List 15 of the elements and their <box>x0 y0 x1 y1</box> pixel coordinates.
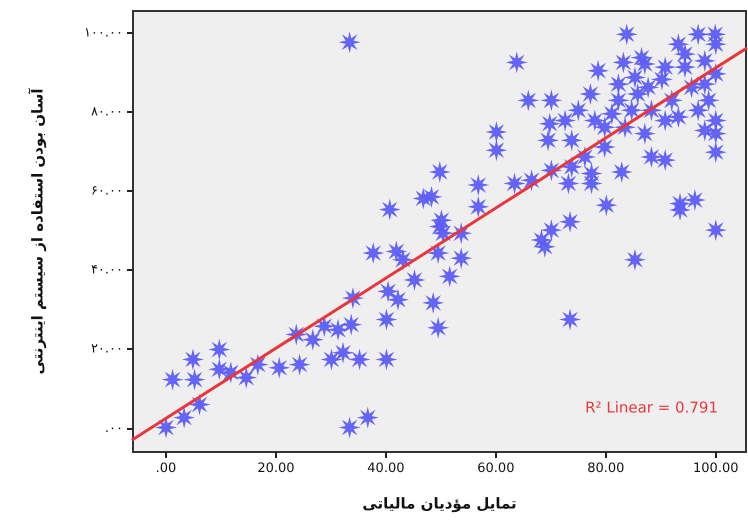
x-tick-label: 60.00 <box>477 461 514 476</box>
x-tick-label: 100.00 <box>693 461 739 476</box>
y-axis-title: آسان بودن استفاده از سیستم اینترنتی <box>28 88 46 375</box>
x-tick-label: 40.00 <box>367 461 405 476</box>
x-tick-label: 80.00 <box>587 461 624 476</box>
x-axis-title: تمایل مؤدیان مالیاتی <box>362 494 517 512</box>
y-tick-label: ۸۰.۰۰ <box>90 104 123 120</box>
y-tick-label: .۰۰ <box>104 420 123 436</box>
y-tick-label: ۶۰.۰۰ <box>90 183 123 198</box>
annotation: R² Linear = 0.791 <box>585 398 718 416</box>
x-tick-label: 20.00 <box>257 461 295 476</box>
y-tick-label: ۲۰.۰۰ <box>90 342 123 357</box>
y-tick-label: ۴۰.۰۰ <box>90 262 123 278</box>
x-tick-label: .00 <box>156 461 176 476</box>
y-tick-label: ۱۰۰.۰۰ <box>84 25 123 40</box>
